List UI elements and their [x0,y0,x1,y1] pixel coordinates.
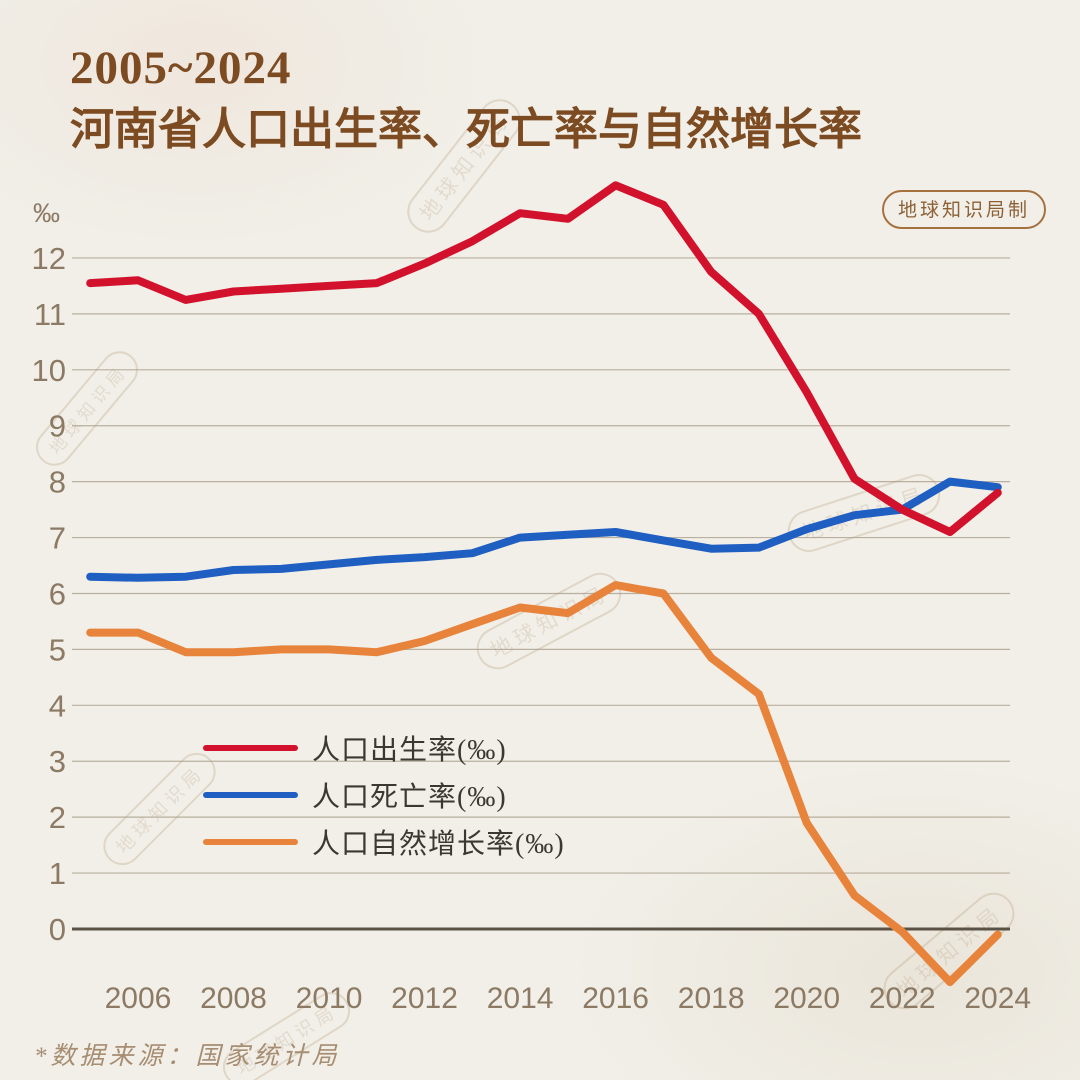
svg-text:2018: 2018 [678,982,745,1015]
data-source-footnote: *数据来源：国家统计局 [34,1043,341,1070]
svg-text:2: 2 [49,800,66,835]
legend-label: 人口自然增长率(‰) [312,828,565,860]
birth-rate-line-swatch [203,744,298,751]
svg-text:2006: 2006 [105,982,172,1015]
svg-text:6: 6 [49,576,66,611]
svg-text:12: 12 [32,241,66,276]
natural-growth-line-swatch [203,838,298,845]
svg-text:9: 9 [49,409,66,444]
svg-text:4: 4 [49,688,66,723]
svg-text:2020: 2020 [773,982,840,1015]
title-main: 河南省人口出生率、死亡率与自然增长率 [70,105,862,155]
svg-text:2014: 2014 [487,982,554,1015]
svg-text:8: 8 [49,465,66,500]
y-axis-unit-label: ‰ [33,198,60,228]
svg-text:2024: 2024 [964,982,1031,1015]
svg-text:2008: 2008 [200,982,267,1015]
producer-badge: 地球知识局制 [881,190,1046,229]
svg-text:10: 10 [32,353,66,388]
svg-text:5: 5 [49,632,66,667]
legend-item-birth-rate: 人口出生率(‰) [203,724,565,771]
legend-label: 人口出生率(‰) [312,734,507,766]
legend-label: 人口死亡率(‰) [312,781,507,813]
page-title: 2005~2024 河南省人口出生率、死亡率与自然增长率 [70,40,862,157]
svg-text:2012: 2012 [391,982,458,1015]
death-rate-line-swatch [203,791,298,798]
legend-item-death-rate: 人口死亡率(‰) [203,771,565,818]
title-year-range: 2005~2024 [70,42,292,94]
svg-text:3: 3 [49,744,66,779]
svg-text:2016: 2016 [582,982,649,1015]
svg-text:2010: 2010 [296,982,363,1015]
chart-legend: 人口出生率(‰) 人口死亡率(‰) 人口自然增长率(‰) [203,724,565,865]
legend-item-natural-growth-rate: 人口自然增长率(‰) [203,818,565,865]
svg-text:2022: 2022 [869,982,936,1015]
svg-text:11: 11 [34,297,66,332]
svg-text:7: 7 [49,521,66,556]
svg-text:0: 0 [49,912,66,947]
svg-text:1: 1 [49,856,66,891]
